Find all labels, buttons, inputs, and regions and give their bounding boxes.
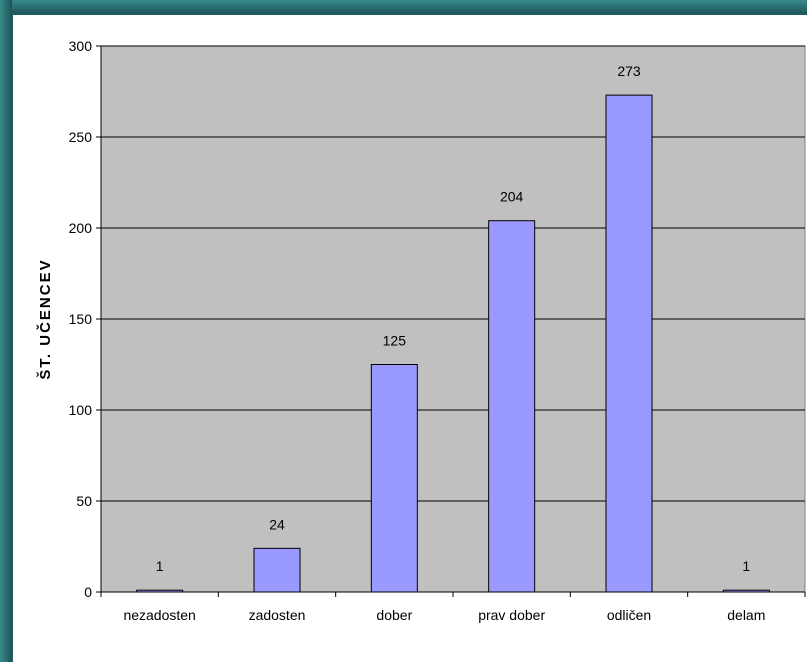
x-axis-ticks: nezadosten zadosten dober prav dober odličen…: [100, 592, 806, 623]
y-tick-label: 50: [76, 493, 92, 509]
x-tick-label: nezadosten: [123, 607, 195, 623]
slide-frame-left: [0, 0, 12, 662]
bar-zadosten: [253, 547, 301, 593]
data-labels: 1 24 125 204 273 1: [156, 63, 751, 574]
y-tick-label: 300: [69, 38, 93, 54]
data-label: 1: [742, 558, 750, 574]
x-tick-label: prav dober: [478, 607, 545, 623]
bar-prav-dober: [488, 220, 536, 593]
y-axis-title: ŠT. UČENCEV: [36, 258, 54, 379]
slide-frame-top: [0, 0, 807, 14]
data-label: 24: [269, 516, 285, 532]
y-tick-label: 100: [69, 402, 93, 418]
gridlines: [101, 45, 805, 502]
x-tick-label: dober: [376, 607, 412, 623]
y-axis-ticks: 0 50 100 150 200 250 300: [69, 38, 101, 600]
x-tick-label: zadosten: [249, 607, 306, 623]
x-tick-label: odličen: [607, 607, 651, 623]
data-label: 273: [617, 63, 641, 79]
y-tick-label: 150: [69, 311, 93, 327]
data-label: 204: [500, 189, 524, 205]
bar-odličen: [605, 94, 653, 593]
x-tick-label: delam: [727, 607, 765, 623]
bar-dober: [370, 364, 418, 593]
bars: [136, 94, 770, 593]
y-tick-label: 200: [69, 220, 93, 236]
data-label: 1: [156, 558, 164, 574]
y-tick-label: 0: [84, 584, 92, 600]
y-tick-label: 250: [69, 129, 93, 145]
data-label: 125: [383, 333, 407, 349]
